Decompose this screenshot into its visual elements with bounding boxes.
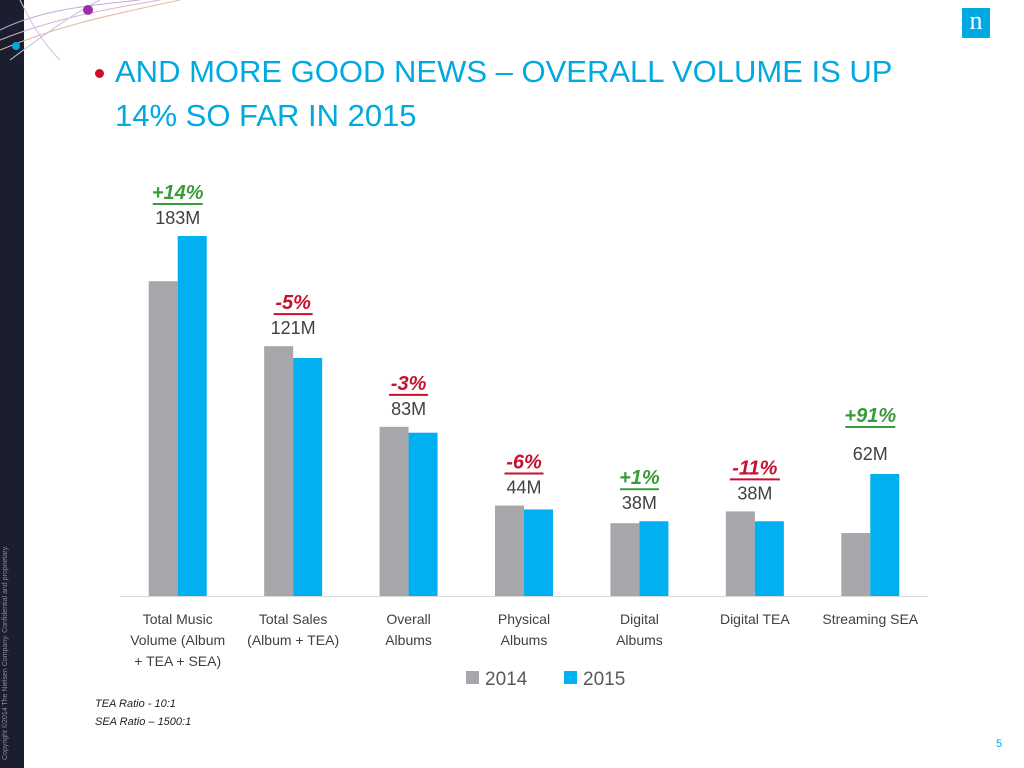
category-label: Total Sales [259, 611, 327, 627]
bar-2015 [870, 474, 900, 596]
legend-label-2015: 2015 [583, 669, 625, 690]
sea-ratio-note: SEA Ratio – 1500:1 [95, 716, 192, 728]
brand-logo: n [962, 8, 990, 38]
data-label: 62M [853, 444, 888, 464]
decorative-swirl [0, 0, 181, 61]
category-label: (Album + TEA) [247, 632, 339, 648]
legend-swatch-2014 [466, 671, 479, 684]
slide-title: AND MORE GOOD NEWS – OVERALL VOLUME IS U… [95, 50, 975, 138]
category-label: Digital TEA [720, 611, 790, 627]
category-label: Streaming SEA [822, 611, 918, 627]
category-label: Albums [616, 632, 663, 648]
category-label: Digital [620, 611, 659, 627]
bar-2014 [841, 533, 871, 596]
page-number: 5 [996, 738, 1003, 750]
legend-label-2014: 2014 [485, 669, 528, 690]
bar-2015 [754, 521, 784, 596]
category-label: + TEA + SEA) [134, 653, 221, 669]
title-line-1: AND MORE GOOD NEWS – OVERALL VOLUME IS U… [115, 54, 893, 89]
category-label: Albums [385, 632, 432, 648]
bar-2015 [293, 357, 323, 596]
change-label: +91% [844, 405, 896, 427]
data-label: 183M [155, 208, 200, 228]
data-label: 38M [737, 483, 772, 503]
bar-2014 [264, 346, 294, 596]
bar-2015 [408, 432, 438, 596]
category-label: Volume (Album [130, 632, 225, 648]
change-label: +1% [619, 467, 660, 489]
data-label: 121M [271, 318, 316, 338]
bar-2015 [639, 521, 669, 596]
bar-2014 [725, 511, 755, 596]
bar-2014 [379, 426, 409, 596]
change-label: -3% [391, 373, 427, 395]
change-label: -6% [506, 452, 542, 474]
bar-2014 [610, 523, 640, 596]
change-label: -11% [732, 457, 777, 479]
category-label: Overall [386, 611, 430, 627]
category-label: Albums [501, 632, 548, 648]
category-label: Total Music [143, 611, 213, 627]
category-label: Physical [498, 611, 550, 627]
change-label: +14% [152, 182, 204, 204]
left-sidebar-band: Copyright ©2014 The Nielsen Company. Con… [0, 0, 24, 768]
data-label: 83M [391, 399, 426, 419]
title-line-2: 14% SO FAR IN 2015 [115, 98, 417, 133]
data-label: 44M [506, 478, 541, 498]
bar-2014 [495, 505, 524, 596]
data-label: 38M [622, 493, 657, 513]
legend-swatch-2015 [564, 671, 577, 684]
tea-ratio-note: TEA Ratio - 10:1 [95, 698, 176, 710]
title-bullet-icon [95, 69, 104, 78]
bar-2014 [148, 281, 178, 596]
bar-2015 [524, 509, 553, 596]
change-label: -5% [275, 292, 311, 314]
bar-2015 [177, 236, 207, 596]
